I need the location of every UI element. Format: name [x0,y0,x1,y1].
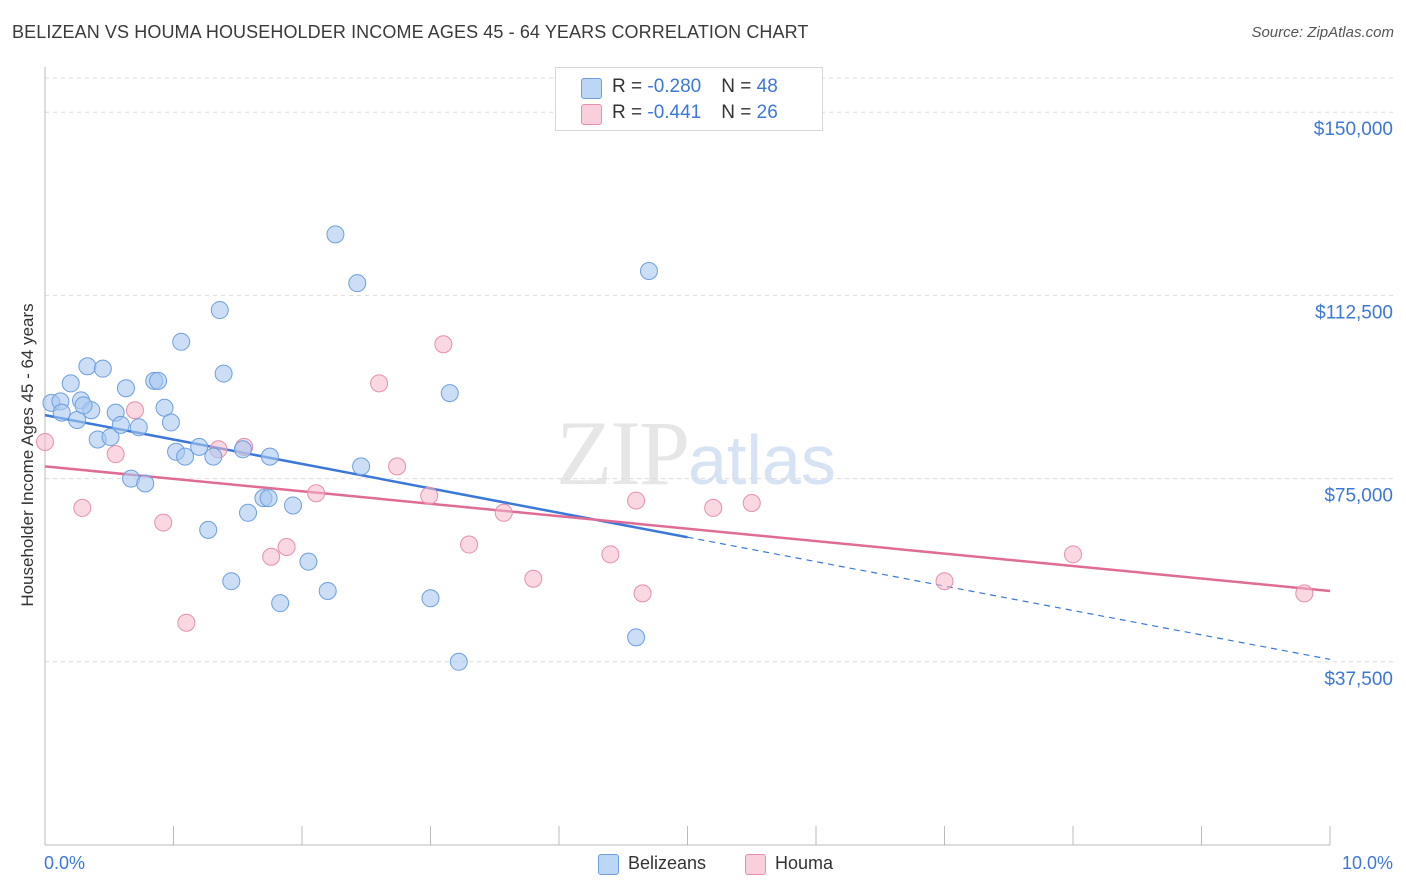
y-axis-label: Householder Income Ages 45 - 64 years [18,303,37,607]
data-point-belizeans [259,489,278,508]
x-tick-label: 10.0% [1342,853,1393,873]
data-point-houma [704,498,723,517]
data-point-houma [36,432,54,451]
data-point-houma [154,513,173,532]
data-point-belizeans [199,520,218,539]
data-point-belizeans [161,413,180,432]
trend-line-belizeans-extrapolated [687,536,1331,660]
legend-n-value: 48 [756,76,778,97]
data-point-belizeans [440,384,459,403]
data-point-houma [125,401,144,420]
axes [44,67,1331,846]
tick-labels: $37,500 $75,000 $112,500 $150,000 0.0% 10.0% [44,119,1393,873]
data-point-houma [73,498,92,517]
data-point-belizeans [239,503,258,522]
legend-n-label: N = [721,76,757,97]
data-point-belizeans [61,374,80,393]
data-points [36,225,1314,671]
data-point-belizeans [129,418,148,437]
source-label: Source: ZipAtlas.com [1251,24,1394,41]
data-point-houma [633,584,652,603]
data-point-belizeans [233,440,252,459]
data-point-houma [388,457,407,476]
data-point-belizeans [352,457,371,476]
data-point-houma [307,484,326,503]
data-point-belizeans [101,428,120,447]
data-point-houma [494,503,513,522]
data-point-belizeans [326,225,345,244]
grid-lines [45,77,1395,663]
data-point-belizeans [204,447,223,466]
legend-r-value: -0.280 [647,76,702,97]
y-tick-label: $112,500 [1315,302,1393,323]
data-point-houma [1064,545,1082,564]
watermark: ZIPatlas [556,400,836,506]
data-point-houma [524,569,543,588]
data-point-belizeans [136,474,155,493]
legend-n-value: 26 [756,102,778,123]
data-point-belizeans [348,274,367,293]
y-tick-label: $37,500 [1324,669,1393,690]
watermark-atlas: atlas [688,421,836,499]
legend-text-belizeans: R = -0.280 N = 48 [612,76,778,98]
trend-line-houma [44,465,1331,593]
legend-r-value: -0.441 [647,102,702,123]
data-point-belizeans [639,261,658,280]
y-tick-label: $150,000 [1314,119,1393,140]
data-point-houma [106,445,125,464]
data-point-belizeans [214,364,233,383]
legend-n-label: N = [721,102,757,123]
watermark-zip: ZIP [556,402,690,504]
data-point-houma [177,613,196,632]
data-point-belizeans [421,589,440,608]
data-point-belizeans [149,371,168,390]
data-point-houma [601,545,620,564]
data-point-belizeans [93,359,112,378]
data-point-belizeans [78,357,97,376]
data-point-houma [370,374,389,393]
data-point-belizeans [260,447,279,466]
data-point-houma [627,491,646,510]
legend-r-label: R = [612,102,648,123]
data-point-houma [262,547,281,566]
trend-lines [44,413,1331,660]
chart-title: BELIZEAN VS HOUMA HOUSEHOLDER INCOME AGE… [12,22,809,42]
data-point-houma [434,335,453,354]
data-point-belizeans [111,415,130,434]
data-point-belizeans [299,552,318,571]
data-point-belizeans [318,581,337,600]
data-point-belizeans [172,332,191,351]
legend-swatch-belizeans [581,78,602,99]
data-point-belizeans [116,379,135,398]
data-point-belizeans [52,403,71,422]
legend-r-label: R = [612,76,648,97]
bottom-legend-swatch-houma [745,854,766,875]
data-point-houma [1295,584,1314,603]
x-tick-label: 0.0% [44,853,85,873]
data-point-belizeans [222,572,241,591]
legend-swatch-houma [581,104,602,125]
data-point-belizeans [284,496,303,515]
data-point-houma [420,486,439,505]
y-tick-label: $75,000 [1324,486,1393,507]
data-point-belizeans [74,396,93,415]
data-point-houma [935,572,954,591]
data-point-houma [460,535,479,554]
bottom-legend-swatch-belizeans [598,854,619,875]
stats-legend: R = -0.280 N = 48 R = -0.441 N = 26 [555,67,823,131]
data-point-houma [277,537,296,556]
data-point-belizeans [271,594,290,613]
bottom-legend-label-belizeans: Belizeans [628,853,707,873]
data-point-belizeans [449,652,468,671]
data-point-houma [742,494,761,513]
trend-line-belizeans [44,413,688,539]
data-point-belizeans [190,437,209,456]
bottom-legend-label-houma: Houma [775,853,834,873]
data-point-belizeans [627,628,646,647]
data-point-belizeans [210,301,229,320]
data-point-belizeans [176,447,195,466]
legend-text-houma: R = -0.441 N = 26 [612,102,778,124]
